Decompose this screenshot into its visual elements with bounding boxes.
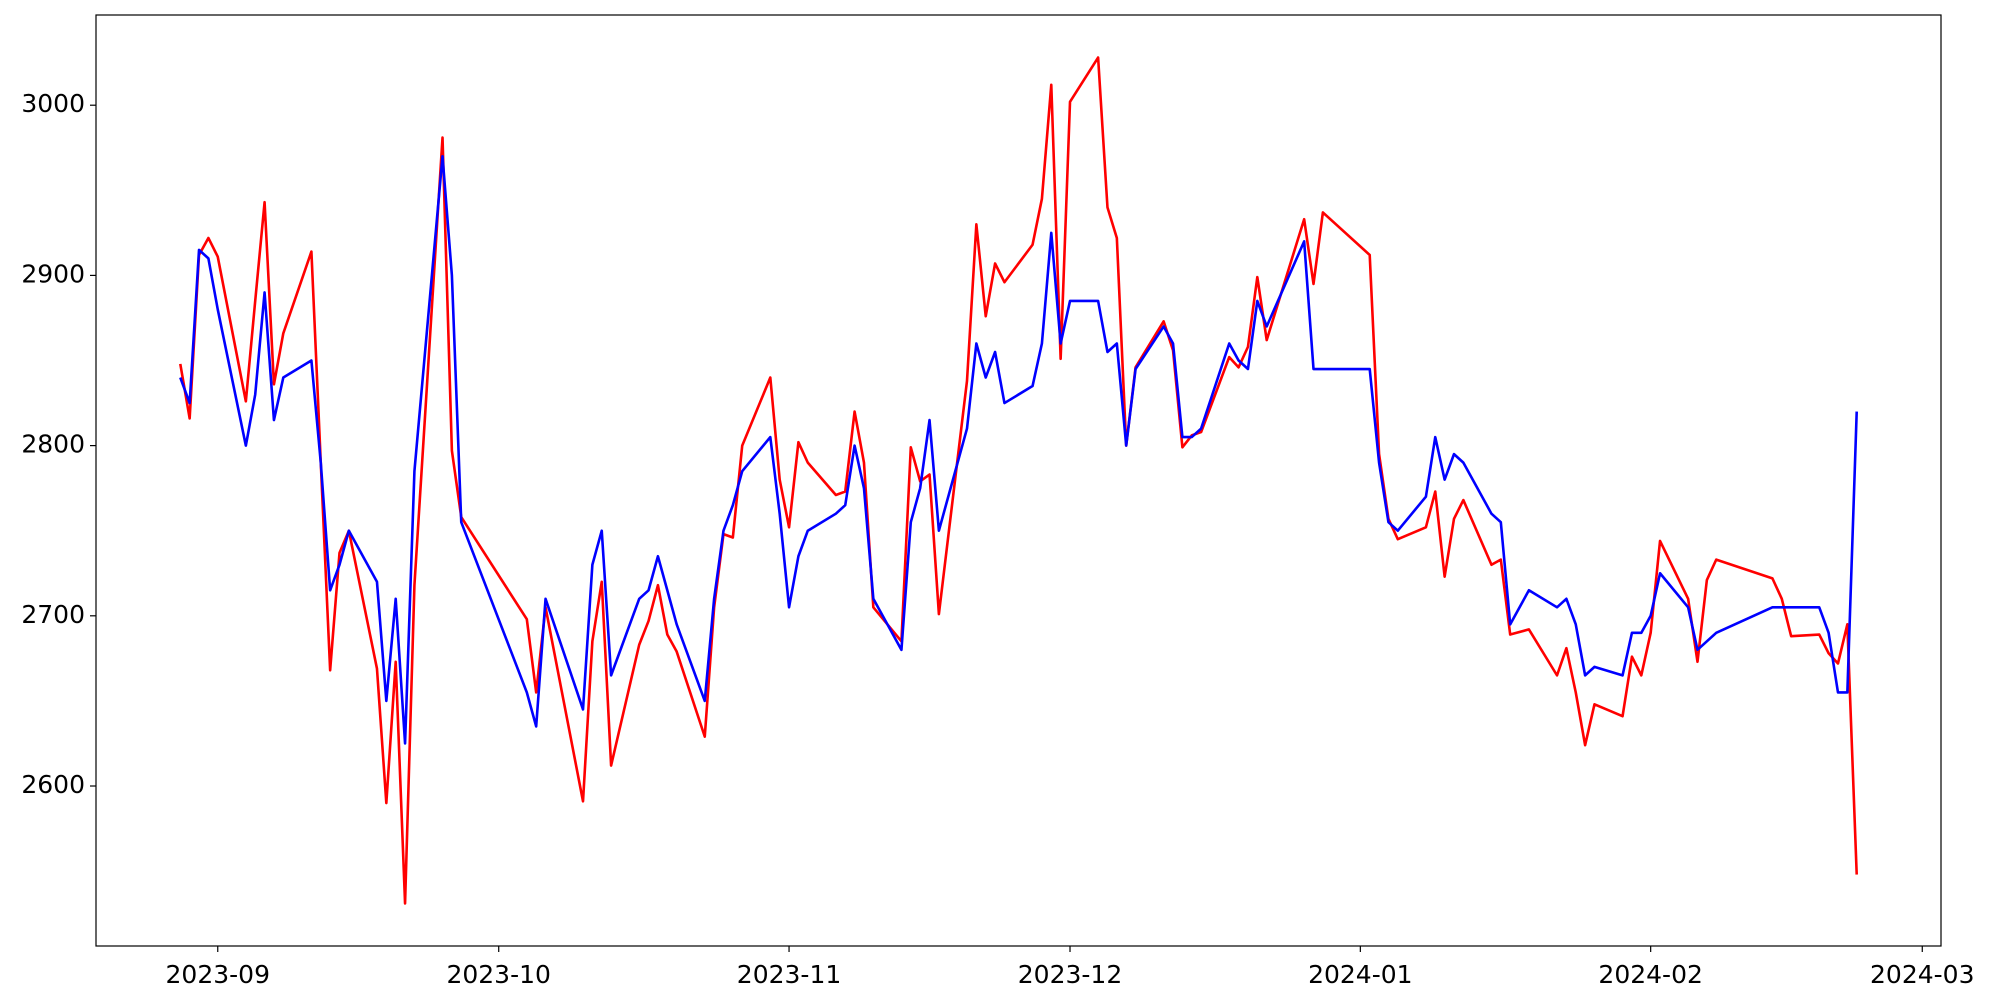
series-line (179, 56, 1859, 905)
y-tick-label: 2700 (21, 600, 85, 629)
x-tick-label: 2023-12 (1018, 960, 1122, 989)
x-tick-label: 2024-02 (1598, 960, 1702, 989)
series-line (179, 154, 1859, 745)
y-tick-label: 2800 (21, 430, 85, 459)
x-tick-label: 2024-03 (1870, 960, 1974, 989)
x-tick-label: 2023-10 (446, 960, 550, 989)
plot-frame (95, 14, 1942, 947)
x-tick-label: 2023-11 (737, 960, 841, 989)
x-tick-label: 2024-01 (1308, 960, 1412, 989)
y-tick-label: 2900 (21, 259, 85, 288)
y-tick-label: 2600 (21, 770, 85, 799)
y-tick-label: 3000 (21, 89, 85, 118)
x-tick-label: 2023-09 (166, 960, 270, 989)
